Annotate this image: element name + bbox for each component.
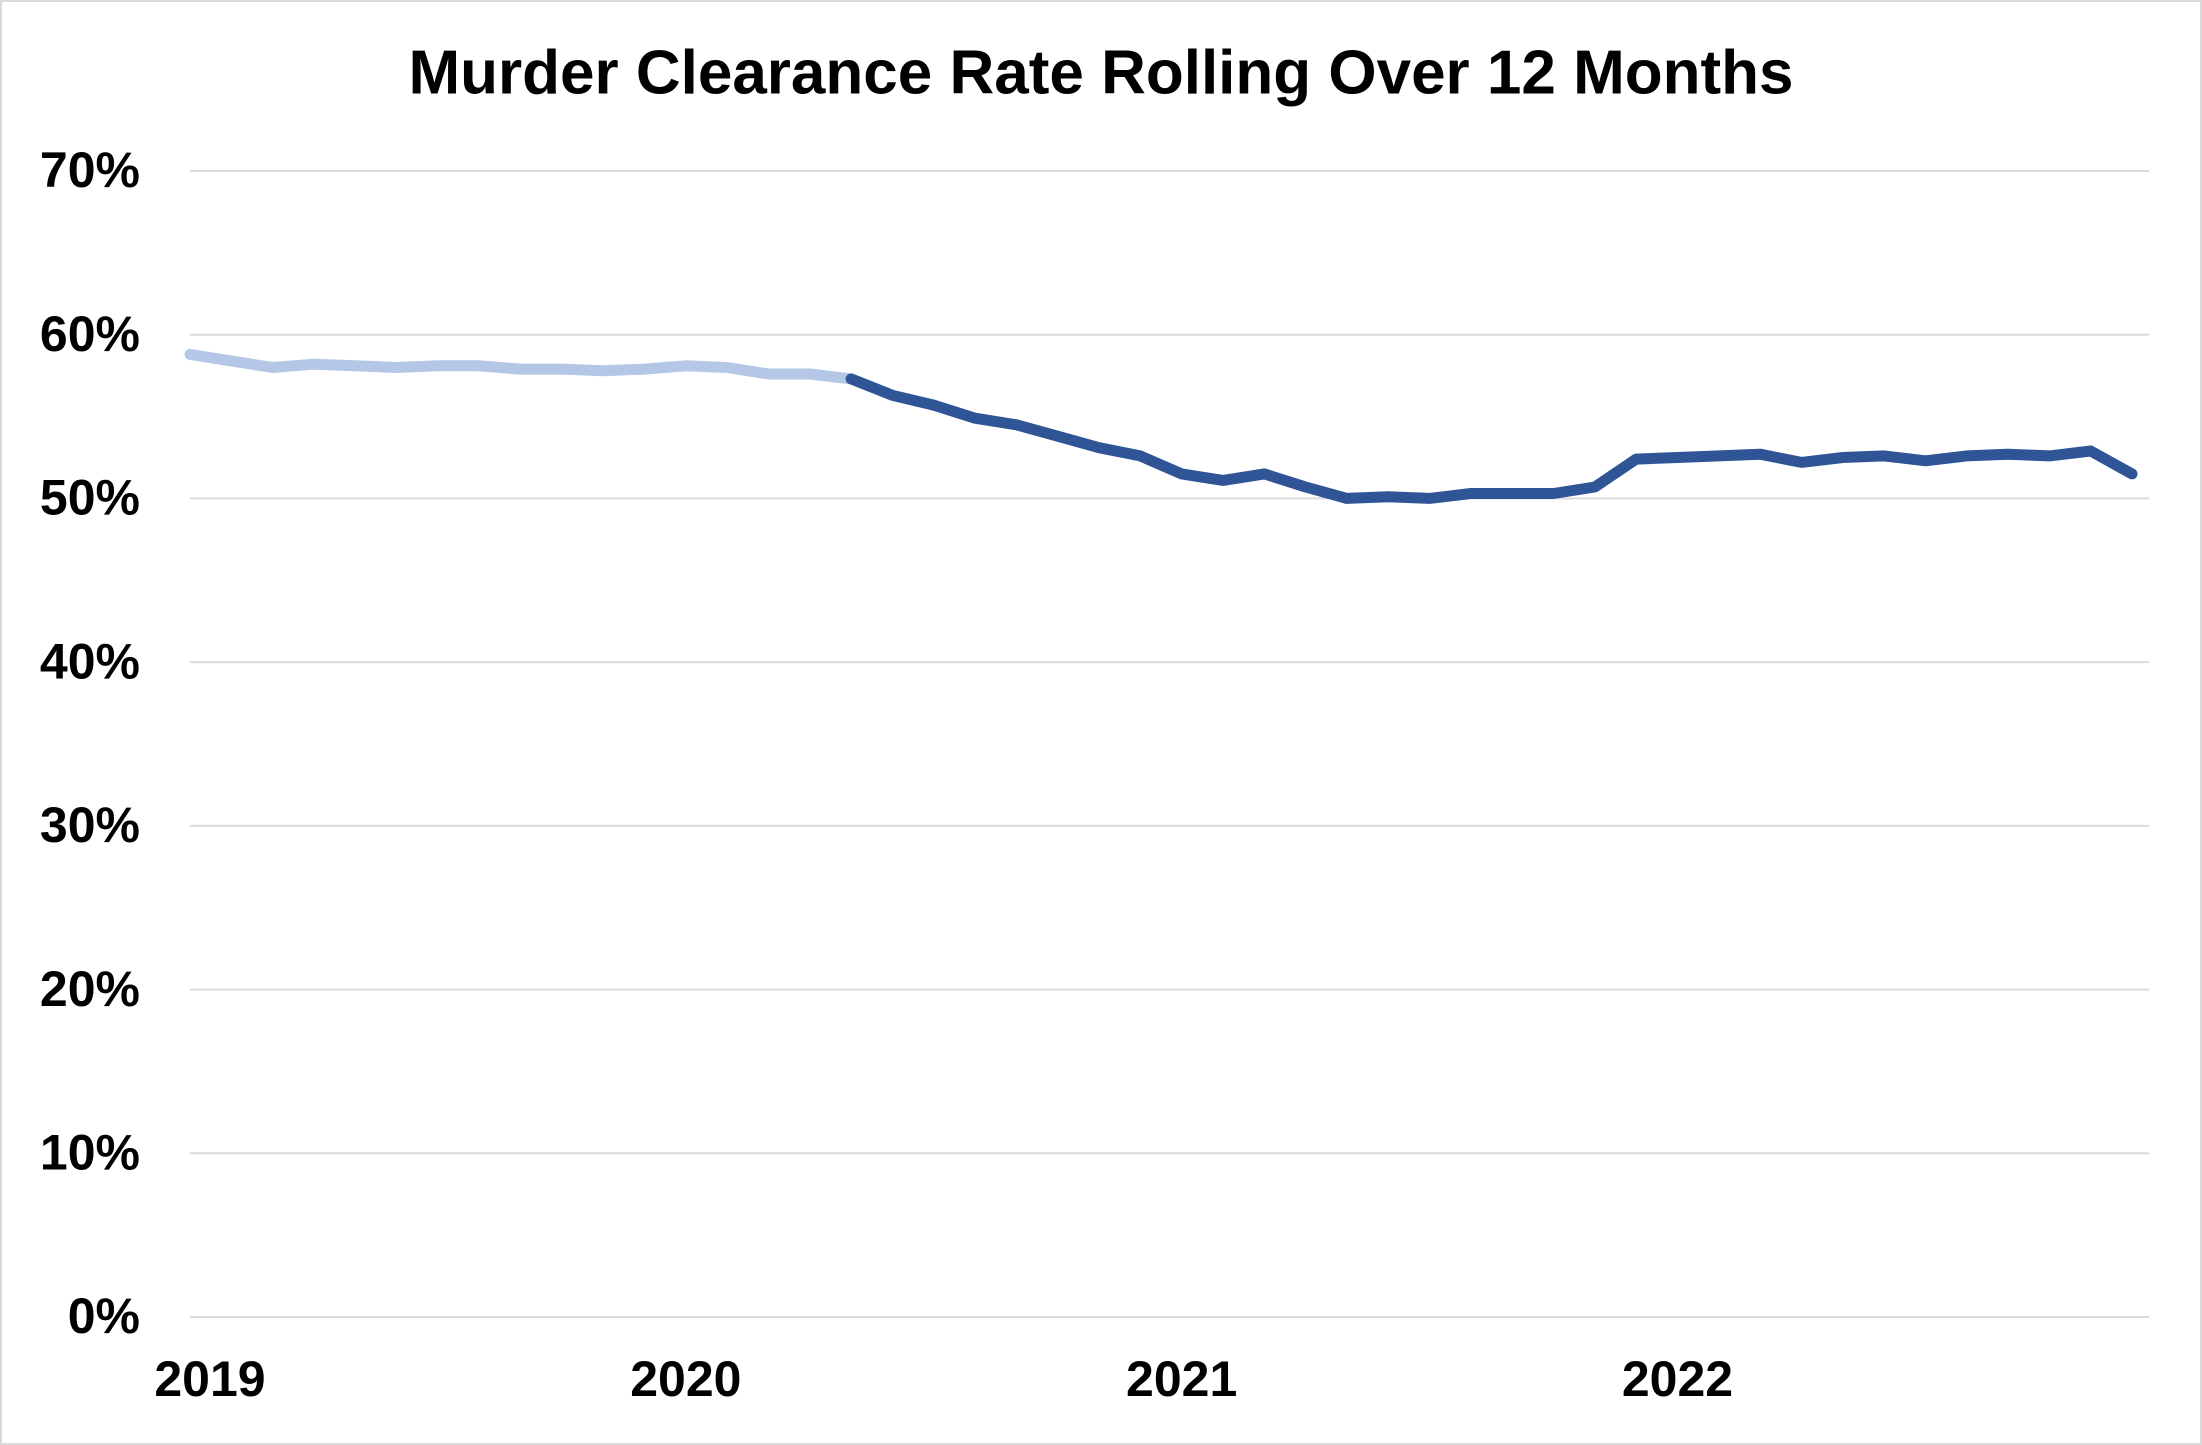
y-tick-label: 50%	[40, 470, 140, 526]
y-tick-label: 60%	[40, 306, 140, 362]
y-tick-label: 70%	[40, 142, 140, 198]
x-tick-label: 2020	[630, 1351, 741, 1407]
y-tick-label: 20%	[40, 961, 140, 1017]
x-tick-label: 2019	[154, 1351, 265, 1407]
y-tick-label: 0%	[68, 1288, 140, 1344]
series-line	[845, 373, 2138, 504]
x-tick-label: 2022	[1622, 1351, 1733, 1407]
chart-title: Murder Clearance Rate Rolling Over 12 Mo…	[408, 38, 1793, 107]
x-tick-label: 2021	[1126, 1351, 1237, 1407]
y-tick-label: 30%	[40, 797, 140, 853]
y-tick-label: 10%	[40, 1124, 140, 1180]
series-line	[184, 348, 857, 385]
y-tick-label: 40%	[40, 633, 140, 689]
